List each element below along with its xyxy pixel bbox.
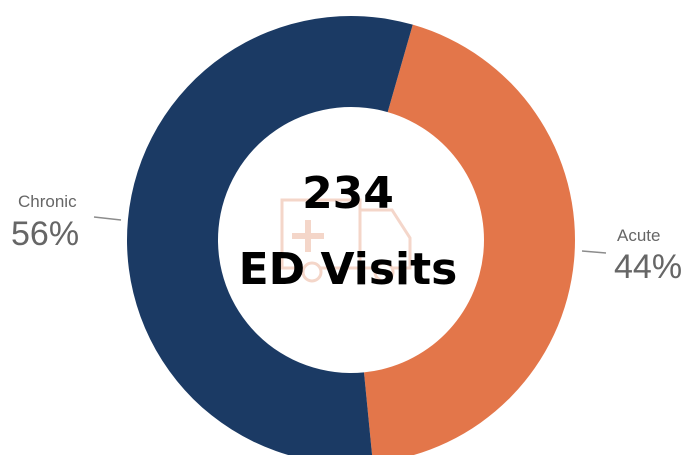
ambulance-icon xyxy=(280,198,412,283)
slice-label-chronic-value: 56% xyxy=(11,215,79,253)
donut-slices xyxy=(127,16,575,455)
acute-leader-line xyxy=(581,250,607,254)
slice-label-chronic-name: Chronic xyxy=(18,192,77,211)
center-value: 234 xyxy=(302,168,394,219)
slice-label-acute-value: 44% xyxy=(614,248,682,286)
slice-label-acute-name: Acute xyxy=(617,226,660,245)
slice-acute xyxy=(363,24,575,455)
slice-chronic xyxy=(127,16,413,455)
chronic-leader-line xyxy=(93,216,122,221)
center-label: ED Visits xyxy=(239,244,458,295)
